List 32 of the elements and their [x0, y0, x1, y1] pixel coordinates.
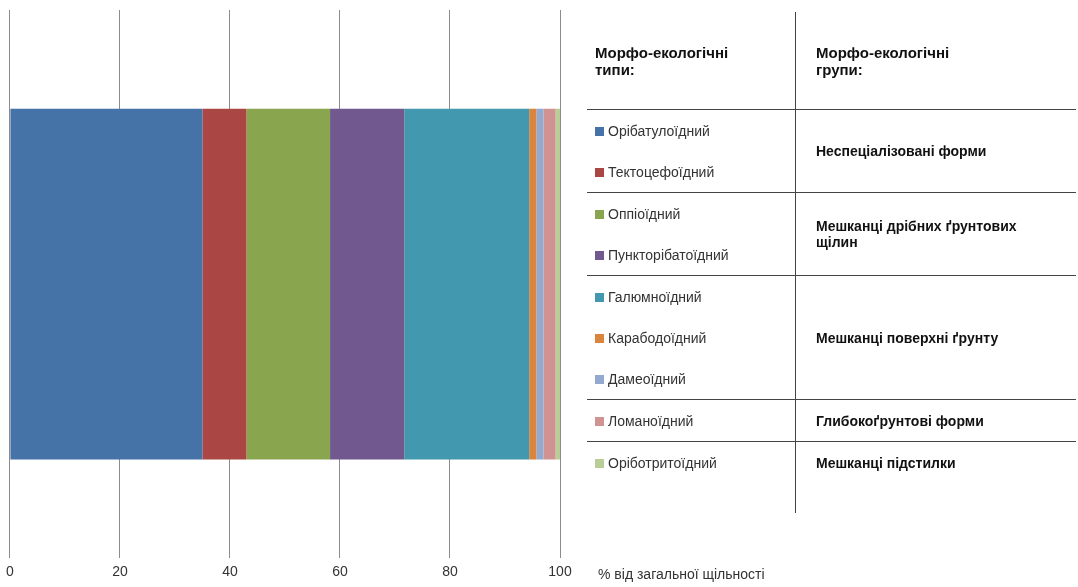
- legend-label: Орібатулоїдний: [587, 109, 796, 151]
- text: Мешканці підстилки: [816, 454, 957, 471]
- legend-label: Тектоцефоїдний: [607, 162, 716, 182]
- bar: [529, 108, 537, 460]
- text: Глибокоґрунтові форми: [816, 412, 985, 429]
- x-tick-label: 0: [5, 563, 14, 580]
- text: Мешканці поверхні ґрунту: [816, 329, 1000, 346]
- x-tick-label: 80: [442, 563, 458, 580]
- x-tick-label: 40: [222, 563, 238, 580]
- legend-label: Дамеоїдний: [607, 369, 687, 389]
- text: Неспеціалізовані форми: [816, 143, 988, 159]
- legend-label: Ломаноїдний: [587, 399, 796, 442]
- text: Мешканці дрібних ґрунтових щілин: [816, 218, 1018, 250]
- x-tick-label: 20: [112, 563, 128, 580]
- bar: [543, 108, 556, 460]
- bar: [246, 108, 331, 460]
- legend-label: Оріботритоїдний: [587, 441, 796, 483]
- text: Морфо-екологічні групи:: [816, 43, 951, 78]
- x-axis-title: % від загальної щільності: [598, 566, 765, 582]
- legend-label: Карабодоїдний: [607, 328, 708, 348]
- bar: [404, 108, 530, 460]
- x-tick-label: 60: [332, 563, 348, 580]
- bar: [10, 108, 203, 460]
- legend-label: Пункторібатоїдний: [607, 245, 730, 265]
- bar: [536, 108, 544, 460]
- bar: [330, 108, 405, 460]
- bar: [202, 108, 247, 460]
- bar: [555, 108, 560, 460]
- legend-label: Галюмноїдний: [587, 275, 796, 317]
- x-tick-label: 100: [548, 563, 572, 580]
- legend-label: Оппіоїдний: [587, 192, 796, 234]
- legend-title: Морфо-екологічні типи:: [595, 43, 730, 78]
